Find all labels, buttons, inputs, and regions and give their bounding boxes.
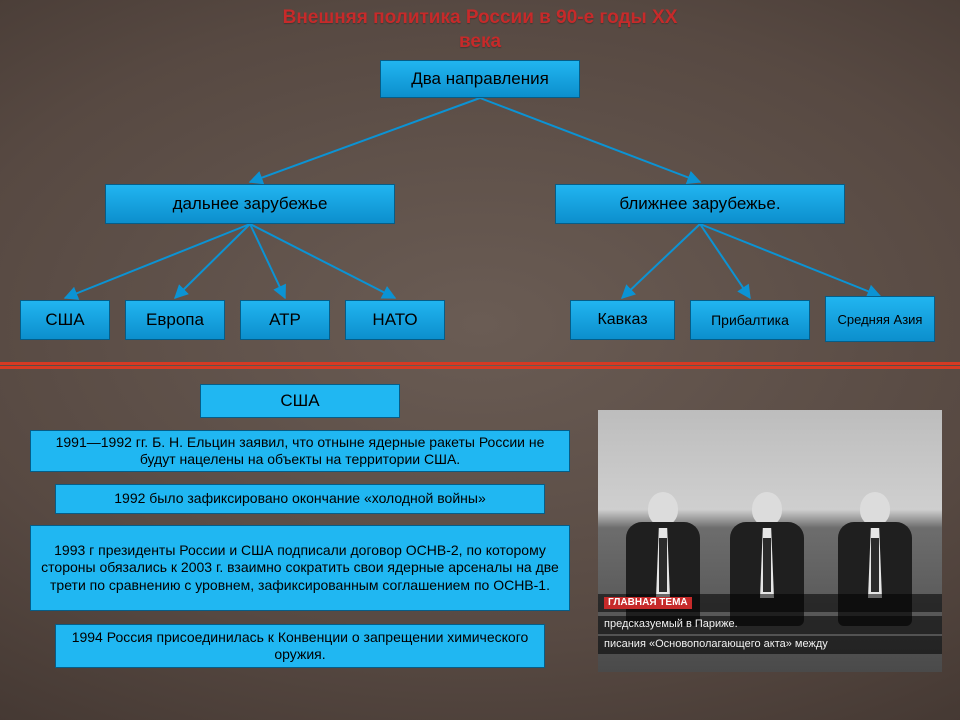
info-box-0: 1991—1992 гг. Б. Н. Ельцин заявил, что о… — [30, 430, 570, 472]
node-leaf-far-0: США — [20, 300, 110, 340]
node-leaf-far-1: Европа — [125, 300, 225, 340]
photo-caption-bot: писания «Основополагающего акта» между — [598, 636, 942, 654]
node-root: Два направления — [380, 60, 580, 98]
node-leaf-near-1: Прибалтика — [690, 300, 810, 340]
node-branch-near: ближнее зарубежье. — [555, 184, 845, 224]
slide-title: Внешняя политика России в 90-е годы XX в… — [0, 0, 960, 54]
node-branch-far: дальнее зарубежье — [105, 184, 395, 224]
caption-bot-text: писания «Основополагающего акта» между — [604, 638, 828, 650]
title-line-1: Внешняя политика России в 90-е годы XX — [283, 7, 678, 28]
photo-caption-top: ГЛАВНАЯ ТЕМА — [598, 594, 942, 612]
photo-caption-mid: предсказуемый в Париже. — [598, 616, 942, 634]
info-box-3: 1994 Россия присоединилась к Конвенции о… — [55, 624, 545, 668]
photo-panel: ГЛАВНАЯ ТЕМА предсказуемый в Париже. пис… — [598, 410, 942, 672]
info-box-1: 1992 было зафиксировано окончание «холод… — [55, 484, 545, 514]
section-divider — [0, 362, 960, 369]
node-leaf-near-2: Средняя Азия — [825, 296, 935, 342]
info-box-2: 1993 г президенты России и США подписали… — [30, 525, 570, 611]
caption-badge: ГЛАВНАЯ ТЕМА — [604, 597, 692, 609]
node-leaf-near-0: Кавказ — [570, 300, 675, 340]
section-header: США — [200, 384, 400, 418]
node-leaf-far-2: АТР — [240, 300, 330, 340]
title-line-2: века — [459, 31, 501, 52]
caption-mid-text: предсказуемый в Париже. — [604, 618, 738, 630]
node-leaf-far-3: НАТО — [345, 300, 445, 340]
